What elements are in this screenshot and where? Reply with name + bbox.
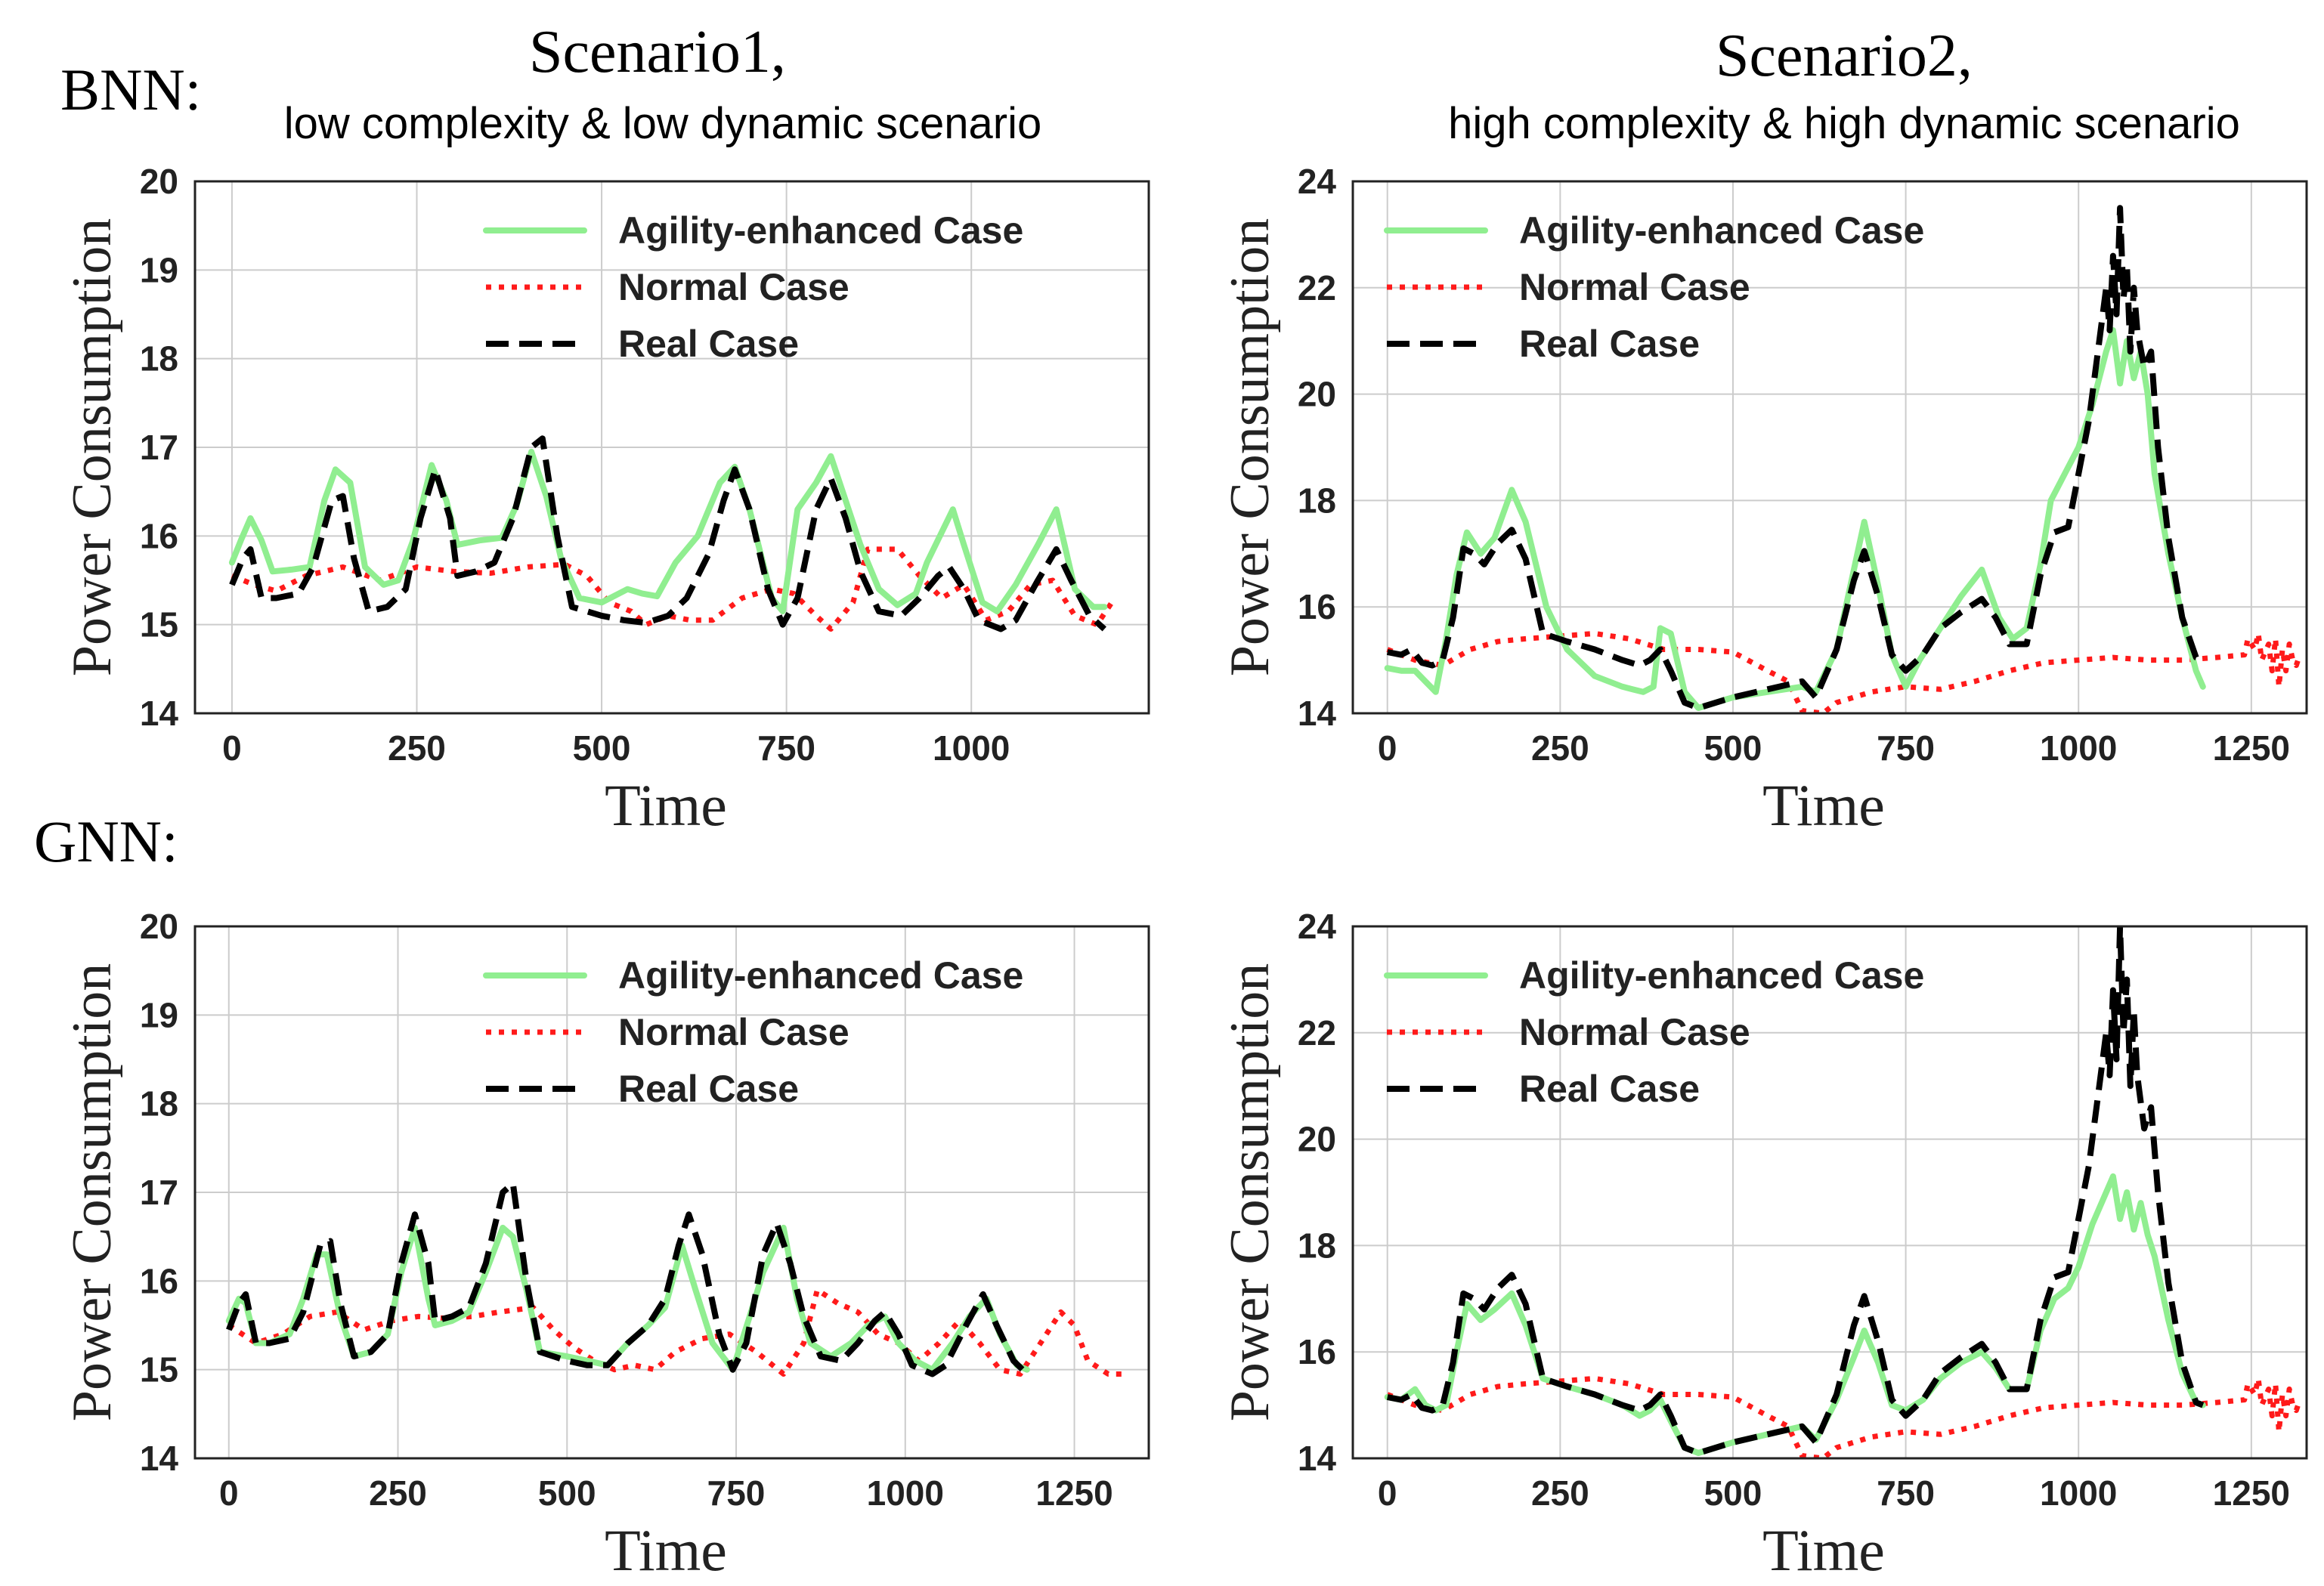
x-axis-title: Time: [605, 772, 727, 838]
x-tick-label: 500: [538, 1473, 596, 1513]
chart-gnn-scenario1: 0 250 500 750 1000 1250 14 15 16 17 18 19 20 Time Powe…: [61, 907, 1150, 1583]
legend-label: Agility-enhanced Case: [618, 954, 1023, 997]
x-tick-label: 500: [1704, 728, 1762, 768]
legend-label: Normal Case: [618, 266, 849, 308]
chart-bnn-scenario1: 0 250 500 750 1000 14 15 16 17 18 19 20 Time Power Co…: [61, 162, 1150, 838]
y-tick-label: 18: [140, 339, 178, 379]
x-tick-label: 250: [1531, 728, 1589, 768]
y-tick-label: 20: [140, 907, 178, 946]
x-tick-label: 1250: [1035, 1473, 1112, 1513]
series-line-agility-enhanced-case: [1384, 1173, 2206, 1456]
column-title-2: Scenario2,: [1716, 23, 1973, 89]
x-axis-title: Time: [1762, 772, 1885, 838]
x-tick-label: 0: [1378, 1473, 1397, 1513]
x-tick-label: 250: [369, 1473, 427, 1513]
x-tick-label: 500: [573, 728, 631, 768]
chart-bnn-scenario2: 0 250 500 750 1000 1250 14 16 18 20 22 24 Time Power …: [1219, 162, 2308, 838]
legend-label: Agility-enhanced Case: [1519, 954, 1924, 997]
x-tick-label: 750: [1877, 1473, 1935, 1513]
legend-label: Real Case: [1519, 1068, 1700, 1110]
y-tick-label: 16: [140, 1261, 178, 1300]
y-tick-label: 15: [140, 1350, 178, 1390]
legend: Agility-enhanced Case Normal Case Real Cas…: [1384, 954, 1924, 1110]
y-tick-label: 22: [1298, 1013, 1336, 1053]
row-label-bnn: BNN:: [60, 57, 201, 122]
y-tick-label: 17: [140, 1173, 178, 1212]
x-tick-label: 0: [1378, 728, 1397, 768]
y-axis-title: Power Consumption: [61, 218, 123, 676]
column-subtitle-2: high complexity & high dynamic scenario: [1448, 99, 2240, 148]
y-axis-title: Power Consumption: [1219, 963, 1281, 1421]
y-tick-label: 14: [140, 1439, 179, 1478]
x-axis-title: Time: [605, 1517, 727, 1583]
legend-label: Agility-enhanced Case: [1519, 209, 1924, 252]
y-tick-label: 14: [1298, 1439, 1337, 1478]
legend-label: Real Case: [618, 1068, 799, 1110]
series-line-real-case: [1386, 205, 2205, 711]
plot-frame: [1351, 180, 2308, 715]
series-line-normal-case: [227, 1287, 1122, 1377]
series-line-real-case: [226, 1180, 1029, 1377]
plot-frame: [193, 925, 1150, 1460]
series-line-agility-enhanced-case: [225, 1224, 1030, 1373]
x-tick-label: 1250: [2213, 1473, 2290, 1513]
chart-gnn-scenario2: 0 250 500 750 1000 1250 14 16 18 20 22 24 Time Power …: [1219, 907, 2308, 1583]
plot-frame: [193, 180, 1150, 715]
y-axis-title: Power Consumption: [61, 963, 123, 1421]
legend-label: Agility-enhanced Case: [618, 209, 1023, 252]
legend-label: Normal Case: [1519, 266, 1750, 308]
y-tick-label: 17: [140, 428, 178, 467]
x-tick-label: 500: [1704, 1473, 1762, 1513]
y-tick-label: 16: [1298, 1332, 1336, 1371]
y-tick-label: 16: [140, 516, 178, 555]
legend: Agility-enhanced Case Normal Case Real Cas…: [1384, 209, 1924, 365]
plot-frame: [1351, 925, 2308, 1460]
y-tick-label: 20: [140, 162, 178, 201]
legend: Agility-enhanced Case Normal Case Real Cas…: [483, 954, 1023, 1110]
y-tick-label: 18: [1298, 1226, 1336, 1265]
x-tick-label: 1000: [2040, 1473, 2117, 1513]
x-tick-label: 1000: [867, 1473, 944, 1513]
legend-label: Real Case: [1519, 323, 1700, 365]
y-tick-label: 15: [140, 605, 178, 645]
x-tick-label: 1000: [2040, 728, 2117, 768]
x-axis-title: Time: [1762, 1517, 1885, 1583]
y-tick-label: 19: [140, 250, 178, 289]
y-tick-label: 24: [1298, 162, 1337, 201]
y-tick-label: 19: [140, 995, 178, 1034]
series-line-real-case: [1386, 926, 2205, 1456]
y-tick-label: 18: [140, 1084, 178, 1124]
column-subtitle-1: low complexity & low dynamic scenario: [284, 99, 1041, 148]
x-tick-label: 750: [1877, 728, 1935, 768]
x-tick-label: 750: [757, 728, 815, 768]
series-line-real-case: [229, 435, 1106, 632]
x-tick-label: 250: [1531, 1473, 1589, 1513]
column-title-1: Scenario1,: [529, 19, 786, 85]
y-axis-title: Power Consumption: [1219, 218, 1281, 676]
y-tick-label: 20: [1298, 375, 1336, 414]
series-line-normal-case: [231, 546, 1115, 632]
x-tick-label: 1250: [2213, 728, 2290, 768]
y-tick-label: 14: [1298, 694, 1337, 733]
legend: Agility-enhanced Case Normal Case Real Cas…: [483, 209, 1023, 365]
series-line-agility-enhanced-case: [228, 448, 1108, 615]
y-tick-label: 22: [1298, 268, 1336, 308]
y-tick-label: 14: [140, 694, 179, 733]
row-label-gnn: GNN:: [34, 808, 178, 874]
y-tick-label: 20: [1298, 1120, 1336, 1159]
legend-label: Normal Case: [1519, 1011, 1750, 1053]
x-tick-label: 750: [707, 1473, 766, 1513]
x-tick-label: 250: [388, 728, 446, 768]
y-tick-label: 24: [1298, 907, 1337, 946]
y-tick-label: 16: [1298, 587, 1336, 626]
x-tick-label: 1000: [933, 728, 1010, 768]
legend-label: Normal Case: [618, 1011, 849, 1053]
x-tick-label: 0: [222, 728, 242, 768]
x-tick-label: 0: [219, 1473, 239, 1513]
legend-label: Real Case: [618, 323, 799, 365]
y-tick-label: 18: [1298, 481, 1336, 520]
series-line-normal-case: [1386, 630, 2303, 713]
series-line-agility-enhanced-case: [1384, 327, 2206, 711]
